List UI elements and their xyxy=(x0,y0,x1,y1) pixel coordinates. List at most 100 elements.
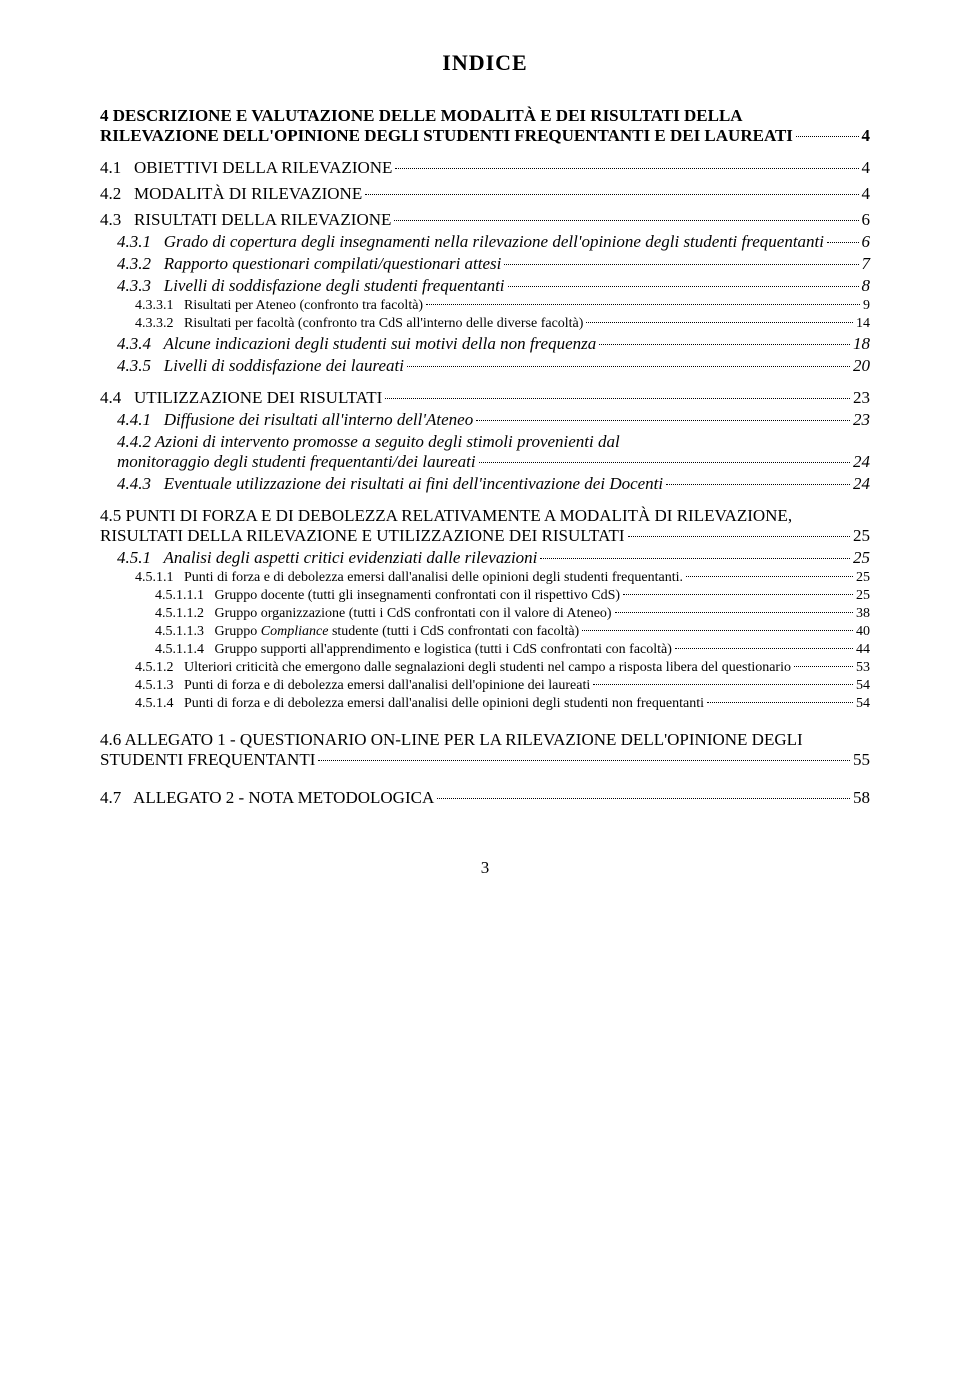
toc-entry: 4.3.3.1 Risultati per Ateneo (confronto … xyxy=(135,298,870,314)
toc-leader xyxy=(593,684,853,685)
toc-leader xyxy=(623,594,853,595)
toc-label: 4.3.3.1 Risultati per Ateneo (confronto … xyxy=(135,298,423,314)
toc-label: 4.6 ALLEGATO 1 - QUESTIONARIO ON-LINE PE… xyxy=(100,730,803,749)
toc-label: 4.3.2 Rapporto questionari compilati/que… xyxy=(117,254,501,274)
toc-page: 55 xyxy=(853,750,870,770)
toc-label: 4.3.1 Grado di copertura degli insegname… xyxy=(117,232,824,252)
toc-entry: 4.3.2 Rapporto questionari compilati/que… xyxy=(117,254,870,274)
toc-entry: 4.3.1 Grado di copertura degli insegname… xyxy=(117,232,870,252)
toc-page: 54 xyxy=(856,678,870,694)
toc-entry: 4.5.1.3 Punti di forza e di debolezza em… xyxy=(135,678,870,694)
toc-label: 4.7 ALLEGATO 2 - NOTA METODOLOGICA xyxy=(100,788,434,808)
toc-entry: 4.3.5 Livelli di soddisfazione dei laure… xyxy=(117,356,870,376)
toc-leader xyxy=(628,536,850,537)
toc-entry: 4.5 PUNTI DI FORZA E DI DEBOLEZZA RELATI… xyxy=(100,506,870,546)
toc-page: 18 xyxy=(853,334,870,354)
toc-entry: 4.5.1.1.4 Gruppo supporti all'apprendime… xyxy=(155,642,870,658)
toc-entry: 4.2 MODALITÀ DI RILEVAZIONE 4 xyxy=(100,184,870,204)
toc-label: 4.3.3 Livelli di soddisfazione degli stu… xyxy=(117,276,505,296)
toc-page: 54 xyxy=(856,696,870,712)
toc-leader xyxy=(599,344,850,345)
toc-label: 4.4.2 Azioni di intervento promosse a se… xyxy=(117,432,620,451)
toc-leader xyxy=(666,484,850,485)
toc-label: 4.3 RISULTATI DELLA RILEVAZIONE xyxy=(100,210,391,230)
toc-page: 53 xyxy=(856,660,870,676)
toc-leader xyxy=(582,630,853,631)
toc-label: 4.5 PUNTI DI FORZA E DI DEBOLEZZA RELATI… xyxy=(100,506,792,525)
toc-entry: 4 DESCRIZIONE E VALUTAZIONE DELLE MODALI… xyxy=(100,106,870,146)
toc-label: 4.3.3.2 Risultati per facoltà (confronto… xyxy=(135,316,583,332)
toc-label: STUDENTI FREQUENTANTI xyxy=(100,750,315,770)
toc-label: 4.3.4 Alcune indicazioni degli studenti … xyxy=(117,334,596,354)
toc-label: 4.5.1.1 Punti di forza e di debolezza em… xyxy=(135,570,683,586)
toc-entry: 4.4.1 Diffusione dei risultati all'inter… xyxy=(117,410,870,430)
toc-label: 4.4.1 Diffusione dei risultati all'inter… xyxy=(117,410,473,430)
toc-label: 4.5.1.1.1 Gruppo docente (tutti gli inse… xyxy=(155,588,620,604)
toc-page: 9 xyxy=(863,298,870,314)
toc-page: 20 xyxy=(853,356,870,376)
toc-leader xyxy=(394,220,858,221)
toc-page: 7 xyxy=(862,254,871,274)
toc-label: monitoraggio degli studenti frequentanti… xyxy=(117,452,476,472)
toc-leader xyxy=(476,420,850,421)
toc-entry: 4.6 ALLEGATO 1 - QUESTIONARIO ON-LINE PE… xyxy=(100,730,870,770)
toc-leader xyxy=(707,702,853,703)
toc-page: 6 xyxy=(862,232,871,252)
toc-label: RISULTATI DELLA RILEVAZIONE E UTILIZZAZI… xyxy=(100,526,625,546)
toc-label: 4.5.1.3 Punti di forza e di debolezza em… xyxy=(135,678,590,694)
toc-leader xyxy=(827,242,859,243)
toc-page: 38 xyxy=(856,606,870,622)
toc-page: 25 xyxy=(856,588,870,604)
toc-label: 4.5.1.1.3 Gruppo Compliance studente (tu… xyxy=(155,624,579,640)
toc-leader xyxy=(385,398,850,399)
toc-page: 44 xyxy=(856,642,870,658)
toc-entry: 4.5.1.1.1 Gruppo docente (tutti gli inse… xyxy=(155,588,870,604)
toc-entry: 4.5.1.2 Ulteriori criticità che emergono… xyxy=(135,660,870,676)
toc-label: 4.5.1 Analisi degli aspetti critici evid… xyxy=(117,548,537,568)
toc-page: 8 xyxy=(862,276,871,296)
toc-entry: 4.3 RISULTATI DELLA RILEVAZIONE 6 xyxy=(100,210,870,230)
toc-entry: 4.5.1.1.3 Gruppo Compliance studente (tu… xyxy=(155,624,870,640)
toc-leader xyxy=(794,666,853,667)
toc-page: 58 xyxy=(853,788,870,808)
toc-page: 25 xyxy=(853,548,870,568)
toc-label: 4.5.1.1.4 Gruppo supporti all'apprendime… xyxy=(155,642,672,658)
toc-leader xyxy=(426,304,860,305)
toc-entry: 4.3.3.2 Risultati per facoltà (confronto… xyxy=(135,316,870,332)
toc-leader xyxy=(318,760,850,761)
toc-page: 6 xyxy=(862,210,871,230)
toc-label: 4.4.3 Eventuale utilizzazione dei risult… xyxy=(117,474,663,494)
toc-entry: 4.5.1.1 Punti di forza e di debolezza em… xyxy=(135,570,870,586)
page: INDICE 4 DESCRIZIONE E VALUTAZIONE DELLE… xyxy=(0,0,960,918)
toc-entry: 4.4.3 Eventuale utilizzazione dei risult… xyxy=(117,474,870,494)
toc-entry: 4.5.1.1.2 Gruppo organizzazione (tutti i… xyxy=(155,606,870,622)
toc-label: 4 DESCRIZIONE E VALUTAZIONE DELLE MODALI… xyxy=(100,106,743,125)
toc-leader xyxy=(407,366,850,367)
toc-page: 14 xyxy=(856,316,870,332)
toc-page: 25 xyxy=(853,526,870,546)
toc-page: 23 xyxy=(853,388,870,408)
toc-entry: 4.5.1.4 Punti di forza e di debolezza em… xyxy=(135,696,870,712)
toc-label: 4.2 MODALITÀ DI RILEVAZIONE xyxy=(100,184,362,204)
toc-leader xyxy=(437,798,850,799)
toc-leader xyxy=(686,576,853,577)
page-title: INDICE xyxy=(100,50,870,76)
toc-page: 4 xyxy=(862,158,871,178)
toc-leader xyxy=(504,264,858,265)
toc-leader xyxy=(586,322,853,323)
table-of-contents: 4 DESCRIZIONE E VALUTAZIONE DELLE MODALI… xyxy=(100,106,870,808)
toc-entry: 4.7 ALLEGATO 2 - NOTA METODOLOGICA 58 xyxy=(100,788,870,808)
toc-leader xyxy=(675,648,853,649)
toc-page: 23 xyxy=(853,410,870,430)
page-number: 3 xyxy=(100,858,870,878)
toc-label: 4.1 OBIETTIVI DELLA RILEVAZIONE xyxy=(100,158,392,178)
toc-page: 40 xyxy=(856,624,870,640)
toc-entry: 4.1 OBIETTIVI DELLA RILEVAZIONE 4 xyxy=(100,158,870,178)
toc-page: 4 xyxy=(862,126,871,146)
toc-label: 4.4 UTILIZZAZIONE DEI RISULTATI xyxy=(100,388,382,408)
toc-page: 24 xyxy=(853,474,870,494)
toc-leader xyxy=(540,558,850,559)
toc-page: 25 xyxy=(856,570,870,586)
toc-label: RILEVAZIONE DELL'OPINIONE DEGLI STUDENTI… xyxy=(100,126,793,146)
toc-label: 4.5.1.2 Ulteriori criticità che emergono… xyxy=(135,660,791,676)
